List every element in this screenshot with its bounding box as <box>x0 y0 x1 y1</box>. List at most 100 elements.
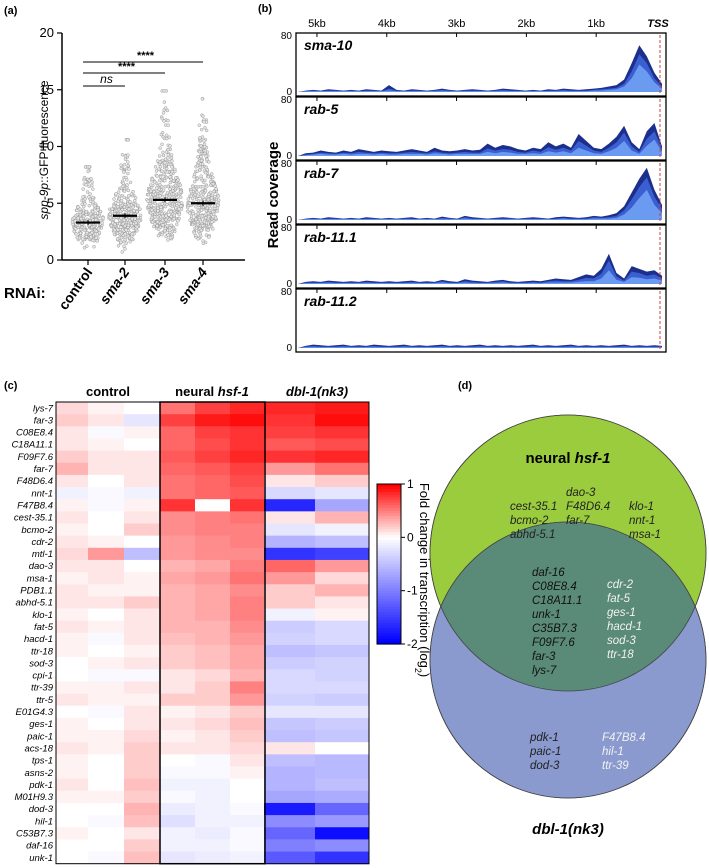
panel-a-dot <box>194 217 198 222</box>
heatmap-cell <box>230 559 266 573</box>
heatmap-cell <box>315 645 370 658</box>
panel-a-dot <box>126 188 131 193</box>
heatmap-cell <box>56 620 89 634</box>
panel-b-coverage-light-area <box>298 347 662 348</box>
heatmap-cell <box>230 511 266 524</box>
colorbar-segment <box>377 580 401 584</box>
panel-a-dot <box>190 196 195 201</box>
heatmap-cell <box>195 766 231 780</box>
heatmap-cell <box>195 717 231 731</box>
heatmap-cell <box>315 414 370 427</box>
panel-a-sig-label: **** <box>137 50 155 62</box>
colorbar-segment <box>377 524 401 528</box>
panel-a-dot <box>192 175 196 179</box>
panel-a-dot <box>90 230 94 235</box>
heatmap-cell <box>315 402 370 415</box>
panel-a-dot <box>78 231 83 235</box>
panel-a-dot <box>171 226 176 231</box>
heatmap-cell <box>88 450 125 464</box>
panel-a-dot <box>110 207 114 211</box>
panel-a-dot <box>119 201 123 206</box>
panel-a-dot <box>165 223 170 228</box>
panel-a-dot <box>83 228 87 233</box>
panel-a-dot <box>96 227 101 231</box>
colorbar-segment <box>377 590 401 594</box>
panel-a-dot <box>204 154 208 158</box>
heatmap-row-label: far-3 <box>34 415 54 426</box>
heatmap-cell <box>88 547 125 561</box>
panel-a-dot <box>158 165 163 169</box>
panel-a-dot <box>205 157 209 162</box>
colorbar-segment <box>377 513 401 517</box>
heatmap-cell <box>264 669 316 682</box>
panel-a-dot <box>128 230 132 235</box>
heatmap-cell <box>264 523 316 537</box>
heatmap-cell <box>315 474 370 488</box>
panel-a-dot <box>94 229 99 233</box>
heatmap-cell <box>315 717 370 731</box>
heatmap-row-label: abhd-5.1 <box>15 598 53 609</box>
panel-a-dot <box>203 178 207 182</box>
panel-a-dot <box>159 132 164 137</box>
panel-a-dot <box>201 185 205 189</box>
heatmap-cell <box>160 632 196 646</box>
venn-gene: unk-1 <box>532 609 561 621</box>
heatmap-cell <box>230 742 266 755</box>
heatmap-cell <box>315 535 370 549</box>
panel-b-xtick-label: TSS <box>647 18 669 30</box>
panel-a-dot <box>209 179 213 184</box>
panel-a-dot <box>117 197 122 201</box>
heatmap-group-header: control <box>86 384 130 399</box>
heatmap-cell <box>230 754 266 767</box>
panel-a-dot <box>188 218 192 223</box>
colorbar-segment <box>377 569 401 573</box>
panel-a-dot <box>122 195 126 200</box>
heatmap-row-label: sod-3 <box>29 658 53 669</box>
panel-a-dot <box>176 178 180 182</box>
venn-gene: ttr-39 <box>602 760 629 772</box>
heatmap-cell <box>160 620 196 634</box>
panel-a-category-label: sma-4 <box>174 264 210 307</box>
panel-a-dot <box>136 215 140 220</box>
heatmap-cell <box>230 499 266 512</box>
heatmap-group-header: neural hsf-1 <box>175 384 249 399</box>
panel-a-dot <box>200 214 205 218</box>
heatmap-cell <box>160 402 196 415</box>
heatmap-cell <box>160 730 196 743</box>
heatmap-cell <box>230 535 266 549</box>
heatmap-cell <box>56 462 89 476</box>
heatmap-row-label: acs-18 <box>24 743 53 754</box>
heatmap-cell <box>315 438 370 452</box>
panel-a-dot <box>129 237 134 241</box>
heatmap-row-label: hil-1 <box>35 816 53 827</box>
heatmap-cell <box>195 669 231 682</box>
panel-a-dot <box>138 207 142 211</box>
venn-gene: msa-1 <box>629 529 661 541</box>
heatmap-cell <box>124 717 161 731</box>
heatmap-cell <box>315 596 370 610</box>
heatmap-cell <box>195 572 231 585</box>
panel-a-dot <box>202 139 206 143</box>
panel-a-ytick-label: 15 <box>40 82 54 97</box>
panel-a-dot <box>78 213 83 217</box>
panel-a-dot <box>121 222 125 226</box>
panel-a-dot <box>149 189 153 193</box>
heatmap-cell <box>124 523 161 537</box>
heatmap-cell <box>56 535 89 549</box>
heatmap-cell <box>124 815 161 828</box>
panel-a-dot <box>188 211 192 215</box>
panel-a-dot <box>84 234 89 239</box>
panel-a-dot <box>206 175 211 179</box>
heatmap-cell <box>88 438 125 452</box>
heatmap-row-label: F47B8.4 <box>17 500 53 511</box>
heatmap-cell <box>56 730 89 743</box>
panel-b-ytick-max: 80 <box>281 95 293 106</box>
heatmap-cell <box>88 572 125 585</box>
heatmap-cell <box>124 766 161 780</box>
panel-a-dot <box>108 216 113 220</box>
heatmap-cell <box>230 584 266 597</box>
heatmap-cell <box>195 402 231 415</box>
heatmap-cell <box>195 426 231 439</box>
panel-a-dot <box>201 241 206 246</box>
panel-a-dot <box>131 189 135 194</box>
